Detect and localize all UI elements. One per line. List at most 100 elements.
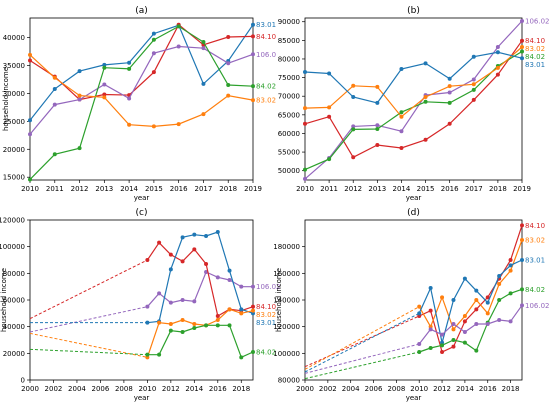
data-point xyxy=(77,97,82,102)
data-point xyxy=(474,322,479,326)
data-point xyxy=(520,303,524,308)
x-tick-label: 2016 xyxy=(209,385,227,393)
data-point xyxy=(226,83,231,88)
x-tick-label: 2018 xyxy=(502,385,520,393)
data-point xyxy=(180,235,185,240)
data-point xyxy=(520,238,524,242)
y-tick-label: 120000 xyxy=(273,323,300,331)
plot-frame xyxy=(29,219,254,381)
y-tick-label: 100000 xyxy=(273,350,300,358)
data-point xyxy=(399,67,404,72)
data-point xyxy=(399,114,404,119)
y-tick-label: 140000 xyxy=(273,297,300,305)
y-tick-label: 65000 xyxy=(278,111,300,119)
data-point xyxy=(417,304,422,309)
series-line-106-02 xyxy=(418,304,523,345)
data-point xyxy=(192,299,197,304)
data-point xyxy=(127,122,132,127)
data-point xyxy=(471,82,476,87)
data-point xyxy=(239,311,244,316)
series-line-83-01 xyxy=(418,259,523,343)
data-point xyxy=(440,343,445,348)
data-point xyxy=(417,342,422,346)
y-axis-label: household income xyxy=(275,268,283,332)
plot-frame xyxy=(304,17,523,181)
data-point xyxy=(151,37,156,42)
chart-panel-3: (c) 2000 2002 2004 2006 2008 2010 2012 2014 2016 2… xyxy=(0,208,281,402)
data-point xyxy=(471,87,476,92)
data-point xyxy=(157,320,162,325)
data-point xyxy=(462,319,467,324)
chart-panel-4: (d) 2000 2002 2004 2006 2008 2010 2012 2014 2016 2… xyxy=(273,208,549,402)
dashed-connector-106-02 xyxy=(29,306,148,333)
data-point xyxy=(474,348,479,353)
chart-panel-1: (a) 2010 2011 2012 2013 2014 2015 2016 2017 2018 2… xyxy=(2,6,276,202)
series-line-83-02 xyxy=(146,308,254,358)
data-point xyxy=(192,322,197,326)
data-point xyxy=(474,288,479,293)
x-tick-label: 2002 xyxy=(319,385,337,393)
data-point xyxy=(52,152,57,157)
data-point xyxy=(227,307,232,312)
dashed-connector-84-02 xyxy=(29,348,148,356)
data-point xyxy=(180,259,185,264)
dashed-connector-83-02 xyxy=(304,306,420,370)
data-point xyxy=(471,77,476,82)
data-point xyxy=(423,137,428,142)
data-point xyxy=(399,145,404,150)
data-point xyxy=(495,45,500,50)
data-point xyxy=(192,232,197,237)
chart-title: (a) xyxy=(135,6,148,16)
x-tick-label: 2016 xyxy=(170,185,188,193)
x-tick-label: 2008 xyxy=(115,385,133,393)
chart-title: (d) xyxy=(407,208,420,218)
series-line-83-01 xyxy=(147,231,254,324)
series-line-84-10 xyxy=(418,225,523,353)
data-point xyxy=(52,102,57,107)
y-tick-label: 70000 xyxy=(278,93,300,101)
series-line-83-02 xyxy=(418,239,523,331)
data-point xyxy=(508,258,513,262)
data-point xyxy=(226,93,231,98)
x-tick-label: 2019 xyxy=(513,185,531,193)
data-point xyxy=(447,90,452,95)
data-point xyxy=(423,99,428,104)
data-point xyxy=(77,146,82,151)
series-label-106-02: 106.02 xyxy=(525,302,550,310)
data-point xyxy=(52,75,57,80)
y-tick-label: 25000 xyxy=(3,118,25,126)
series-label-84-10: 84.10 xyxy=(256,33,276,41)
data-point xyxy=(251,22,255,27)
data-point xyxy=(495,65,500,70)
x-axis-label: year xyxy=(134,194,150,202)
data-point xyxy=(327,71,332,76)
series-line-83-01 xyxy=(29,24,254,121)
data-point xyxy=(204,323,209,328)
data-point xyxy=(215,314,220,318)
y-tick-label: 75000 xyxy=(278,74,300,82)
data-point xyxy=(251,34,255,39)
data-point xyxy=(176,122,181,127)
x-axis-label: year xyxy=(406,194,422,202)
y-tick-label: 40000 xyxy=(3,323,25,331)
series-line-83-02 xyxy=(29,54,254,128)
chart-panel-2: (b) 2010 2011 2012 2013 2014 2015 2016 2017 2018 2… xyxy=(278,6,550,202)
data-point xyxy=(327,105,332,110)
dashed-connector-84-10 xyxy=(304,315,420,368)
series-label-83-01: 83.01 xyxy=(525,257,545,265)
y-axis-label: household income xyxy=(0,268,8,332)
series-label-84-02: 84.02 xyxy=(525,53,545,61)
data-point xyxy=(485,295,490,300)
y-tick-label: 40000 xyxy=(3,34,25,42)
y-tick-label: 60000 xyxy=(3,297,25,305)
series-label-84-10: 84.10 xyxy=(525,222,545,230)
series-label-83-02: 83.02 xyxy=(256,311,276,319)
y-tick-label: 60000 xyxy=(278,130,300,138)
x-tick-label: 2015 xyxy=(417,185,435,193)
dashed-connector-83-01 xyxy=(304,312,420,373)
series-line-84-02 xyxy=(419,288,523,353)
x-tick-label: 2019 xyxy=(244,185,262,193)
data-point xyxy=(251,308,255,313)
data-point xyxy=(145,258,150,262)
x-tick-label: 2013 xyxy=(368,185,386,193)
